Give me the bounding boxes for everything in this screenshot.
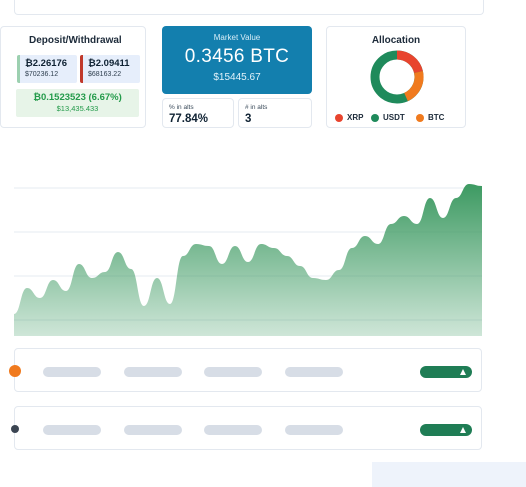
alts-percent-card: % in alts 77.84% [162, 98, 234, 128]
deposit-usd: $70236.12 [25, 71, 59, 78]
legend-label: BTC [428, 113, 445, 122]
placeholder-pill [285, 367, 343, 377]
xrp-dot-icon [335, 113, 343, 122]
legend-btc: BTC [416, 113, 444, 122]
portfolio-chart-card [14, 156, 482, 336]
asset-row[interactable] [11, 406, 482, 450]
alts-percent-label: % in alts [169, 104, 194, 111]
market-value-usd: $15445.67 [213, 72, 261, 83]
placeholder-pill [204, 425, 262, 435]
btc-dot-icon [416, 113, 424, 122]
legend-usdt: USDT [371, 113, 405, 122]
alts-count-label: # in alts [245, 104, 268, 111]
dark-coin-icon [11, 425, 19, 433]
deposit-btc: ₿2.26176 [25, 58, 68, 69]
placeholder-pill [204, 367, 262, 377]
xrp-segment [396, 50, 423, 74]
area-series [14, 184, 482, 336]
legend-xrp: XRP [335, 113, 363, 122]
withdrawal-box: ₿2.09411 $68163.22 [80, 55, 140, 83]
asset-row[interactable] [9, 348, 482, 392]
legend-label: XRP [347, 113, 364, 122]
withdrawal-btc: ₿2.09411 [88, 58, 130, 69]
gain-btc: ₿0.1523523 (6.67%) [33, 92, 122, 103]
card-title: Deposit/Withdrawal [29, 35, 122, 46]
top-card-edge [14, 0, 484, 15]
allocation-title: Allocation [371, 35, 421, 46]
market-value-card: Market Value 0.3456 BTC $15445.67 [162, 26, 312, 94]
trend-up-badge[interactable] [420, 366, 472, 378]
trend-up-badge[interactable] [420, 424, 472, 436]
background-panel [372, 462, 526, 487]
gain-usd: $13,435.433 [56, 104, 99, 113]
deposit-box: ₿2.26176 $70236.12 [17, 55, 77, 83]
withdrawal-usd: $68163.22 [88, 71, 122, 78]
alts-count-card: # in alts 3 [238, 98, 312, 128]
legend-label: USDT [383, 113, 405, 122]
allocation-card: Allocation XRP USDT BTC [326, 26, 466, 128]
placeholder-pill [43, 425, 101, 435]
usdt-dot-icon [371, 113, 379, 122]
alts-percent-value: 77.84% [169, 113, 209, 125]
btc-segment [403, 71, 424, 102]
placeholder-pill [43, 367, 101, 377]
placeholder-pill [124, 425, 182, 435]
alts-count-value: 3 [245, 113, 252, 125]
orange-coin-icon [9, 365, 21, 377]
portfolio-area-chart [14, 184, 482, 336]
arrow-up-icon [460, 369, 466, 375]
allocation-donut-chart [370, 50, 424, 104]
placeholder-pill [285, 425, 343, 435]
market-value-label: Market Value [213, 33, 261, 42]
placeholder-pill [124, 367, 182, 377]
net-gain-box: ₿0.1523523 (6.67%) $13,435.433 [16, 89, 139, 117]
arrow-up-icon [460, 427, 466, 433]
market-value-btc: 0.3456 BTC [184, 46, 290, 67]
